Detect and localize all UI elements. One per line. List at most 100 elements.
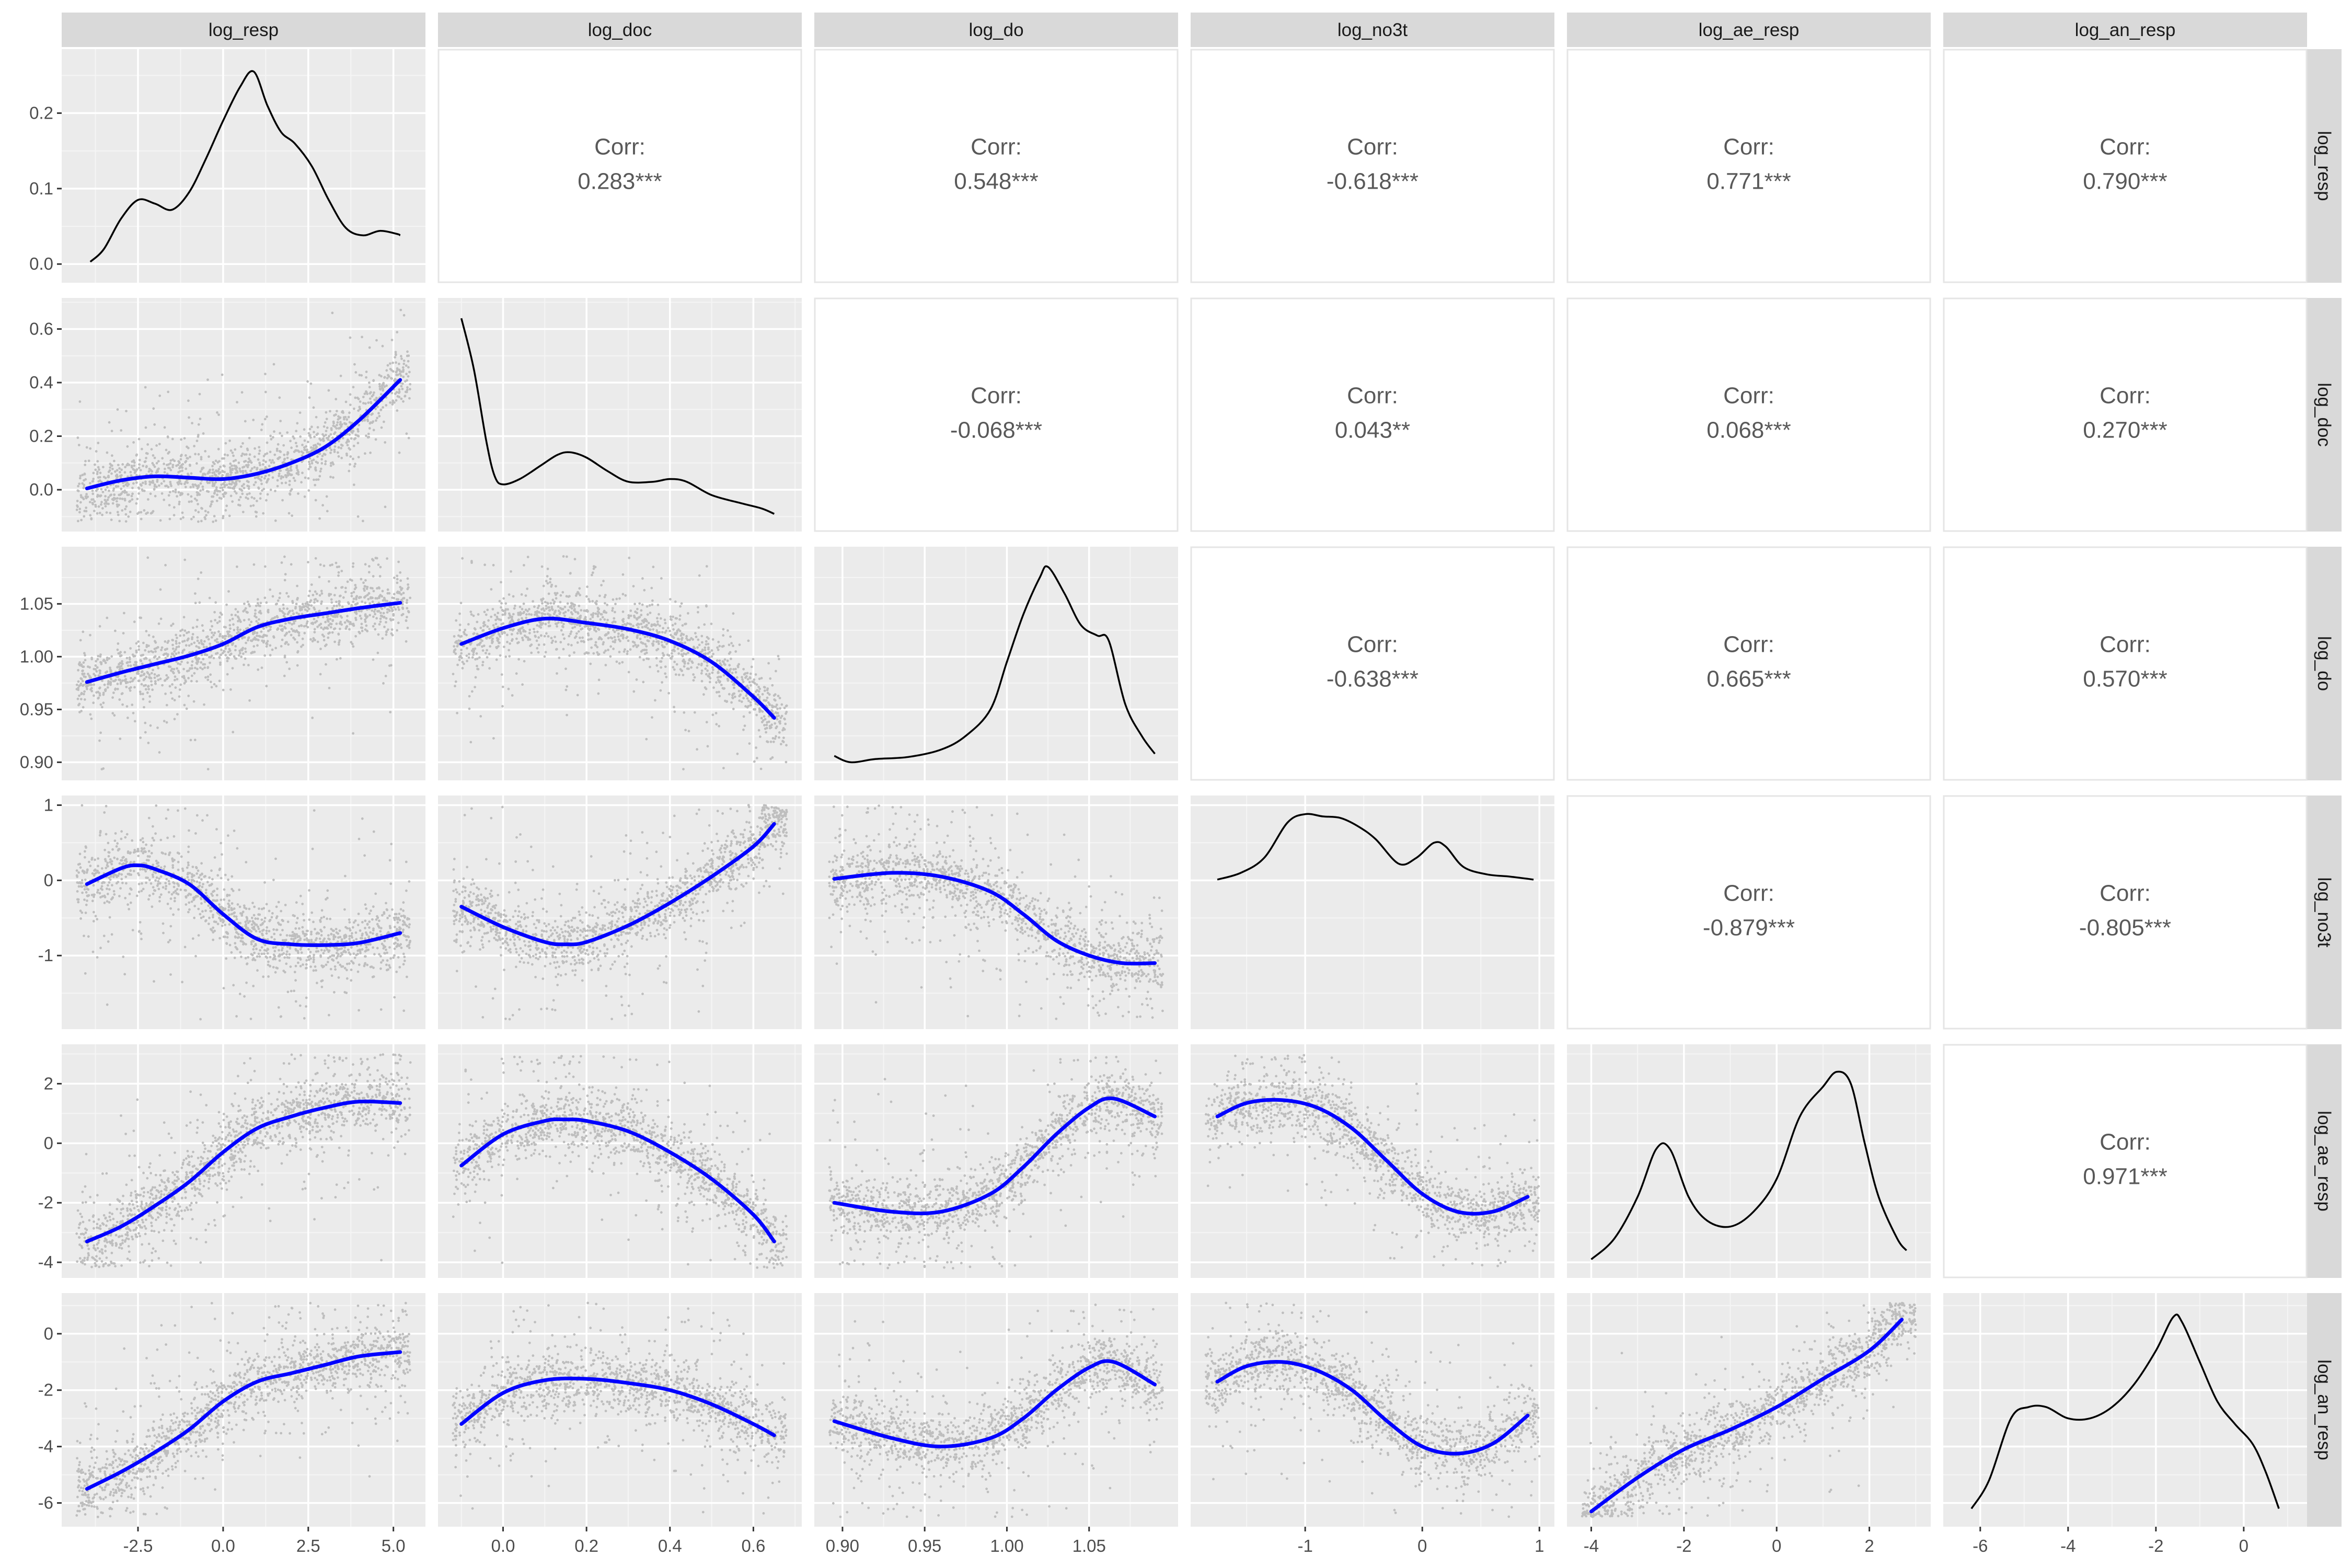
scatter-point (96, 956, 99, 959)
scatter-point (108, 916, 111, 919)
scatter-point (542, 584, 545, 587)
scatter-point (104, 495, 107, 498)
scatter-point (615, 660, 618, 663)
scatter-point (365, 376, 367, 379)
scatter-point (578, 587, 581, 590)
scatter-point (737, 663, 740, 666)
scatter-point (692, 673, 695, 676)
scatter-point (496, 617, 499, 620)
scatter-point (273, 453, 276, 456)
y-tick-label: 0.90 (20, 752, 53, 771)
scatter-point (273, 938, 276, 941)
scatter-point (491, 608, 494, 610)
scatter-point (150, 448, 153, 451)
scatter-point (481, 664, 484, 666)
scatter-point (83, 672, 86, 675)
scatter-point (157, 678, 160, 682)
scatter-point (266, 452, 269, 455)
scatter-point (209, 673, 212, 676)
scatter-point (391, 403, 394, 406)
scatter-point (146, 443, 149, 446)
scatter-point (718, 659, 721, 662)
scatter-point (175, 633, 178, 637)
scatter-point (633, 603, 636, 605)
scatter-point (501, 608, 504, 612)
scatter-point (358, 630, 361, 633)
scatter-point (135, 468, 139, 471)
y-tick-label: 0.2 (29, 103, 53, 122)
scatter-point (265, 481, 268, 484)
scatter-point (732, 708, 735, 710)
scatter-point (307, 432, 310, 435)
scatter-point (248, 457, 250, 460)
scatter-point (597, 692, 600, 695)
corr-label: Corr: (1347, 383, 1398, 409)
scatter-point (142, 673, 145, 676)
scatter-point (312, 406, 315, 409)
scatter-point (573, 651, 575, 654)
scatter-point (655, 630, 659, 633)
scatter-point (109, 666, 111, 670)
scatter-point (627, 639, 630, 642)
scatter-point (310, 462, 314, 465)
scatter-point (231, 451, 234, 454)
scatter-point (178, 481, 181, 485)
scatter-point (191, 674, 193, 677)
scatter-point (302, 643, 304, 647)
scatter-point (145, 675, 148, 678)
scatter-point (265, 601, 268, 604)
scatter-point (395, 391, 398, 394)
scatter-point (456, 645, 459, 648)
scatter-point (483, 610, 486, 614)
scatter-point (536, 630, 539, 633)
scatter-point (144, 386, 147, 389)
scatter-point (231, 617, 234, 620)
scatter-point (566, 555, 568, 558)
scatter-point (126, 717, 129, 719)
scatter-point (397, 606, 400, 609)
scatter-point (248, 624, 251, 627)
scatter-point (194, 453, 197, 456)
scatter-point (197, 869, 200, 872)
scatter-point (95, 691, 98, 694)
scatter-point (389, 618, 392, 620)
scatter-point (317, 478, 320, 481)
scatter-point (285, 592, 288, 595)
scatter-point (107, 475, 110, 477)
scatter-point (629, 648, 632, 651)
scatter-point (106, 451, 109, 454)
scatter-point (454, 652, 457, 655)
scatter-point (492, 624, 495, 627)
scatter-point (105, 511, 108, 514)
scatter-point (196, 639, 199, 642)
scatter-point (402, 370, 405, 373)
scatter-point (100, 480, 103, 483)
scatter-point (737, 689, 741, 693)
scatter-point (140, 671, 143, 674)
scatter-point (327, 620, 330, 623)
scatter-point (83, 472, 86, 475)
scatter-point (600, 638, 603, 641)
scatter-point (326, 510, 329, 513)
scatter-point (91, 489, 94, 492)
scatter-point (240, 937, 243, 940)
scatter-point (364, 614, 367, 617)
scatter-point (467, 623, 470, 626)
scatter-point (687, 730, 690, 733)
scatter-point (219, 663, 222, 666)
scatter-point (270, 461, 273, 464)
scatter-point (188, 500, 191, 503)
scatter-point (752, 681, 755, 684)
scatter-point (307, 468, 310, 470)
scatter-point (175, 652, 178, 655)
scatter-point (177, 491, 180, 494)
scatter-point (235, 466, 238, 469)
scatter-point (621, 661, 624, 664)
scatter-point (716, 676, 719, 679)
scatter-point (91, 950, 95, 953)
scatter-point (174, 488, 177, 491)
scatter-point (294, 927, 297, 930)
scatter-point (707, 642, 710, 645)
scatter-point (642, 681, 645, 684)
scatter-point (123, 675, 126, 678)
